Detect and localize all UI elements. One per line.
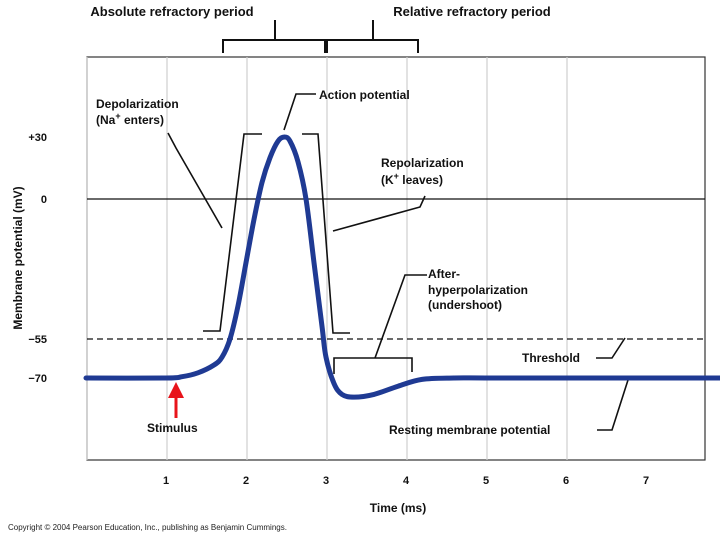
na-text: (Na	[96, 113, 116, 127]
action-potential-bracket	[167, 93, 426, 334]
stimulus-label: Stimulus	[147, 421, 198, 435]
k-superscript: +	[394, 171, 399, 181]
action-potential-label: Action potential	[319, 88, 410, 102]
membrane-potential-curve	[83, 134, 720, 400]
afterhyper-label-1: After-	[428, 267, 460, 281]
y-tick-label: 0	[41, 194, 47, 206]
undershoot-bracket	[333, 274, 427, 374]
x-tick-label: 1	[163, 475, 169, 487]
y-axis-label: Membrane potential (mV)	[11, 186, 25, 329]
afterhyper-label-2: hyperpolarization	[428, 283, 528, 297]
x-tick-label: 5	[483, 475, 489, 487]
depolarization-sublabel: (Na+ enters)	[96, 111, 164, 127]
depolarization-label: Depolarization	[96, 97, 179, 111]
stimulus-arrow	[168, 382, 184, 418]
x-tick-label: 3	[323, 475, 329, 487]
x-axis-label: Time (ms)	[370, 501, 426, 515]
na-enters-text: enters)	[121, 113, 164, 127]
y-tick-label: +30	[28, 132, 47, 144]
y-tick-label: −55	[28, 334, 47, 346]
refractory-bracket	[222, 20, 419, 53]
repolarization-label: Repolarization	[381, 156, 464, 170]
threshold-label: Threshold	[522, 351, 580, 365]
repolarization-sublabel: (K+ leaves)	[381, 171, 443, 187]
relative-refractory-label: Relative refractory period	[393, 4, 551, 19]
x-tick-labels: 1 2 3 4 5 6 7	[163, 475, 649, 487]
copyright-text: Copyright © 2004 Pearson Education, Inc.…	[8, 523, 287, 532]
pointer-lines	[596, 337, 629, 431]
x-tick-label: 2	[243, 475, 249, 487]
resting-potential-label: Resting membrane potential	[389, 423, 550, 437]
x-tick-label: 6	[563, 475, 569, 487]
x-tick-label: 7	[643, 475, 649, 487]
absolute-refractory-label: Absolute refractory period	[90, 4, 253, 19]
y-tick-label: −70	[28, 373, 47, 385]
plot-frame	[86, 56, 706, 461]
y-tick-labels: +30 0 −55 −70	[28, 132, 47, 385]
reference-lines	[87, 198, 705, 340]
na-superscript: +	[115, 111, 120, 121]
k-leaves-text: leaves)	[399, 173, 443, 187]
k-text: (K	[381, 173, 394, 187]
x-tick-label: 4	[403, 475, 410, 487]
afterhyper-label-3: (undershoot)	[428, 298, 502, 312]
